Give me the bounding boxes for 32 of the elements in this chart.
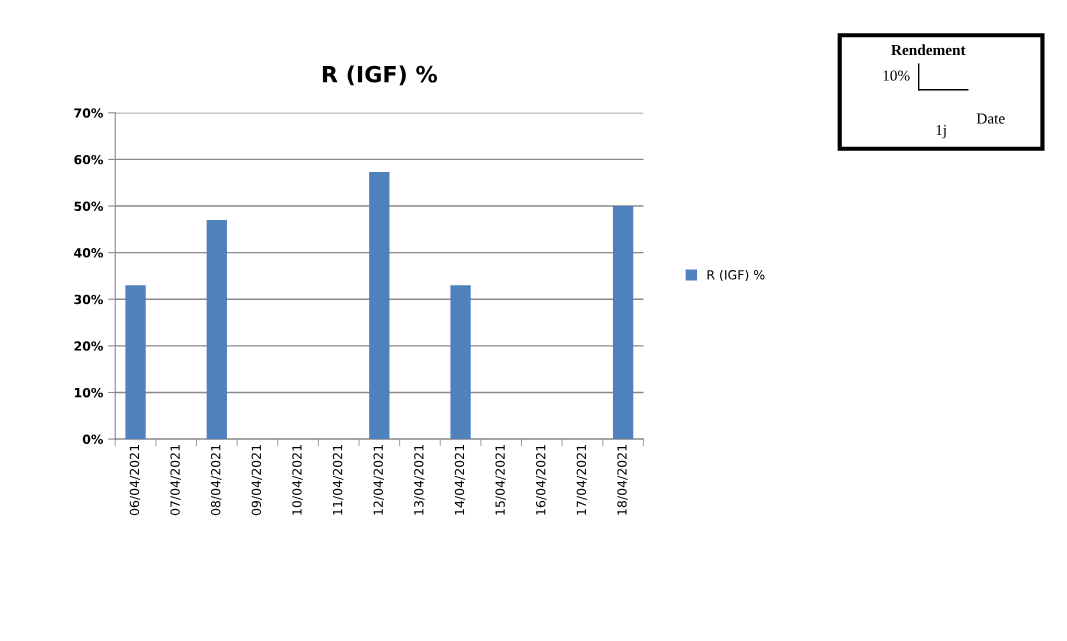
y-tick-label: 30% — [74, 294, 104, 305]
x-tick-label: 08/04/2021 — [210, 445, 222, 516]
y-tick-label: 40% — [74, 248, 104, 258]
x-tick-label: 07/04/2021 — [170, 445, 181, 516]
text: 1j — [936, 124, 946, 139]
x-tick-label: 11/04/2021 — [332, 445, 344, 515]
y-tick-label: 0% — [82, 434, 104, 445]
legend-label: R (IGF) % — [707, 269, 765, 282]
x-tick-label: 14/04/2021 — [454, 445, 466, 515]
x-tick-label: 17/04/2021 — [576, 445, 588, 515]
x-tick-label: 06/04/2021 — [129, 445, 141, 516]
bar — [206, 220, 227, 440]
text: 10% — [883, 70, 910, 81]
x-tick-label: 15/04/2021 — [495, 445, 506, 515]
x-tick-label: 16/04/2021 — [536, 445, 547, 515]
bar — [369, 172, 390, 440]
chart-title: R (IGF) % — [322, 65, 438, 86]
y-tick-label: 50% — [74, 201, 104, 211]
x-tick-label: 09/04/2021 — [251, 445, 263, 516]
y-tick-label: 10% — [74, 387, 104, 398]
bar — [612, 206, 634, 440]
y-tick-label: 60% — [74, 154, 104, 165]
y-tick-label: 20% — [74, 341, 104, 351]
bar — [450, 285, 471, 440]
x-tick-label: 18/04/2021 — [617, 445, 628, 515]
y-tick-label: 70% — [74, 108, 104, 118]
text: Rendement — [891, 44, 966, 56]
x-tick-label: 10/04/2021 — [292, 445, 303, 515]
text: Date — [976, 113, 1005, 124]
x-tick-label: 13/04/2021 — [414, 445, 425, 515]
x-tick-label: 12/04/2021 — [373, 445, 384, 515]
bar — [125, 285, 146, 440]
